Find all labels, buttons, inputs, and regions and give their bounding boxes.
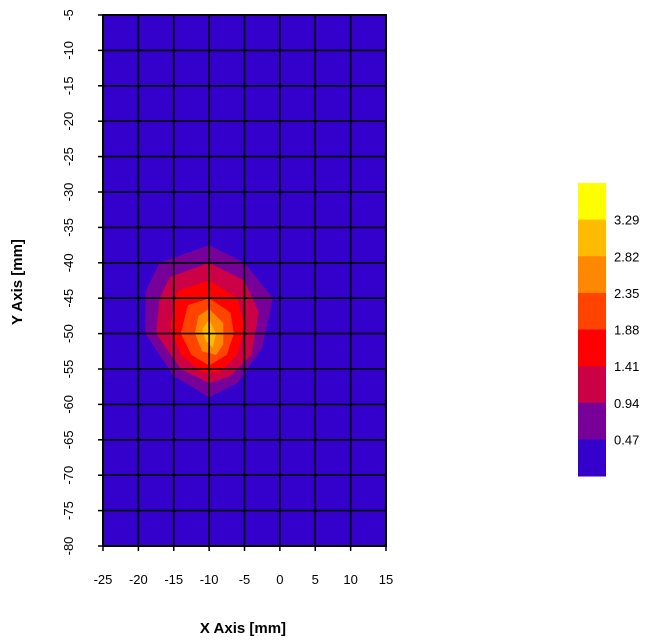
y-tick-label: -75 [61,501,76,520]
y-tick-label: -30 [61,183,76,202]
colorbar-label: 1.41 [614,359,639,374]
x-tick-label: 15 [379,572,393,587]
colorbar-swatch [578,402,606,440]
colorbar-label: 1.88 [614,323,639,338]
colorbar-label: 2.82 [614,249,639,264]
colorbar-swatch [578,183,606,221]
colorbar-swatch [578,256,606,294]
y-tick-label: -50 [61,324,76,343]
colorbar-label: 0.94 [614,396,639,411]
y-tick-label: -25 [61,147,76,166]
colorbar-label: 2.35 [614,286,639,301]
y-tick-label: -60 [61,395,76,414]
x-tick-label: -5 [239,572,251,587]
x-tick-label: -15 [164,572,183,587]
colorbar-label: 3.29 [614,213,639,228]
y-tick-label: -5 [61,9,76,21]
x-tick-label: 5 [312,572,319,587]
y-tick-label: -80 [61,537,76,556]
x-tick-label: -20 [129,572,148,587]
colorbar-swatch [578,439,606,477]
grid-lines [102,14,387,547]
x-tick-label: 10 [343,572,357,587]
y-axis-title: Y Axis [mm] [9,239,26,325]
x-axis-ticks: -25 -20 -15 -10 -5 0 5 10 15 [94,546,393,587]
y-tick-label: -40 [61,253,76,272]
colorbar-swatch [578,292,606,330]
y-tick-label: -55 [61,360,76,379]
y-tick-label: -65 [61,430,76,449]
y-tick-label: -45 [61,289,76,308]
x-tick-label: -10 [200,572,219,587]
y-axis-ticks: -5 -10 -15 -20 -25 -30 -35 -40 -45 -50 -55 -60 -65 -7… [61,9,103,555]
y-tick-label: -35 [61,218,76,237]
colorbar-swatch [578,366,606,404]
y-tick-label: -10 [61,41,76,60]
colorbar: 3.29 2.82 2.35 1.88 1.41 0.94 0.47 [578,183,639,477]
y-tick-label: -15 [61,76,76,95]
x-tick-label: -25 [94,572,113,587]
colorbar-swatch [578,219,606,257]
colorbar-label: 0.47 [614,432,639,447]
y-tick-label: -20 [61,112,76,131]
colorbar-swatch [578,329,606,367]
y-tick-label: -70 [61,466,76,485]
x-tick-label: 0 [276,572,283,587]
x-axis-title: X Axis [mm] [200,620,286,637]
